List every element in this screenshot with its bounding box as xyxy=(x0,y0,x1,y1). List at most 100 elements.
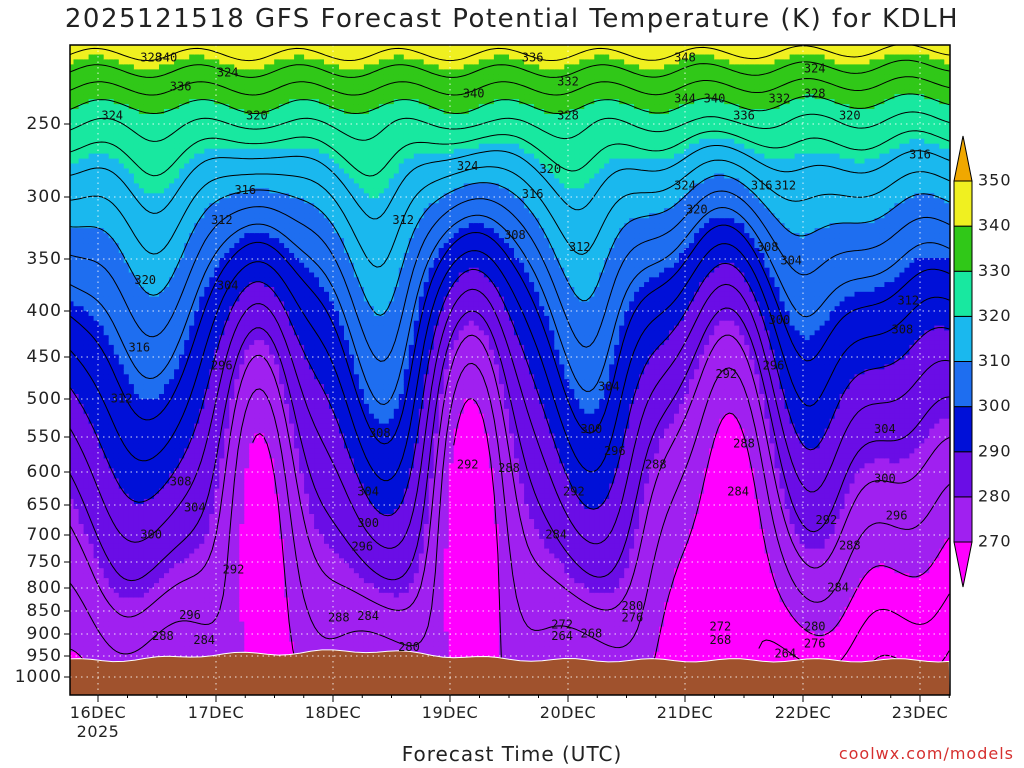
field-cell xyxy=(129,438,135,444)
field-cell xyxy=(144,632,150,638)
field-cell xyxy=(164,193,170,199)
field-cell xyxy=(169,213,175,219)
field-cell xyxy=(124,593,130,598)
field-cell xyxy=(109,593,115,598)
field-cell xyxy=(89,273,95,278)
field-cell xyxy=(139,253,145,259)
field-cell xyxy=(124,292,130,297)
field-cell xyxy=(159,297,165,302)
field-cell xyxy=(169,563,175,569)
field-cell xyxy=(159,494,165,500)
field-cell xyxy=(144,144,150,150)
field-cell xyxy=(154,568,160,574)
field-cell xyxy=(149,124,155,130)
field-cell xyxy=(89,287,95,292)
field-cell xyxy=(109,484,115,490)
field-cell xyxy=(154,198,160,204)
field-cell xyxy=(134,524,140,530)
field-cell xyxy=(149,379,155,385)
field-cell xyxy=(89,438,95,444)
field-cell xyxy=(159,549,165,554)
field-cell xyxy=(109,578,115,584)
field-cell xyxy=(79,129,85,135)
field-cell xyxy=(119,273,125,278)
field-cell xyxy=(144,164,150,170)
field-cell xyxy=(119,129,125,135)
field-cell xyxy=(109,438,115,444)
field-cell xyxy=(144,593,150,598)
field-cell xyxy=(119,79,125,85)
field-cell xyxy=(84,524,90,530)
field-cell xyxy=(159,473,165,479)
field-cell xyxy=(154,233,160,239)
field-cell xyxy=(149,99,155,105)
field-cell xyxy=(134,144,140,150)
field-cell xyxy=(79,578,85,584)
field-cell xyxy=(114,94,120,100)
field-cell xyxy=(144,364,150,370)
field-cell xyxy=(174,287,180,292)
field-cell xyxy=(129,169,135,175)
field-cell xyxy=(154,114,160,120)
field-cell xyxy=(164,369,170,375)
field-cell xyxy=(89,109,95,115)
field-cell xyxy=(134,253,140,259)
field-cell xyxy=(94,424,100,430)
field-cell xyxy=(109,384,115,390)
field-cell xyxy=(164,409,170,415)
field-cell xyxy=(144,223,150,229)
field-cell xyxy=(134,448,140,454)
field-cell xyxy=(144,99,150,105)
field-cell xyxy=(109,326,115,331)
field-cell xyxy=(154,544,160,549)
field-cell xyxy=(159,478,165,484)
field-cell xyxy=(159,203,165,209)
field-cell xyxy=(89,263,95,268)
field-cell xyxy=(144,84,150,90)
field-cell xyxy=(119,558,125,564)
field-cell xyxy=(159,499,165,505)
field-cell xyxy=(134,558,140,564)
field-cell xyxy=(84,35,90,41)
field-cell xyxy=(114,340,120,345)
field-cell xyxy=(99,617,105,623)
field-cell xyxy=(74,35,80,41)
field-cell xyxy=(89,399,95,405)
field-cell xyxy=(99,89,105,95)
field-cell xyxy=(139,549,145,554)
field-cell xyxy=(109,637,115,643)
field-cell xyxy=(89,554,95,559)
field-cell xyxy=(84,74,90,80)
field-cell xyxy=(169,292,175,297)
field-cell xyxy=(119,238,125,244)
field-cell xyxy=(169,169,175,175)
field-cell xyxy=(99,330,105,335)
field-cell xyxy=(104,94,110,100)
field-cell xyxy=(84,632,90,638)
field-cell xyxy=(109,183,115,189)
field-cell xyxy=(119,193,125,199)
field-cell xyxy=(134,64,140,70)
field-cell xyxy=(169,558,175,564)
field-cell xyxy=(149,129,155,135)
field-cell xyxy=(134,330,140,335)
field-cell xyxy=(129,484,135,490)
field-cell xyxy=(144,489,150,495)
field-cell xyxy=(104,652,110,658)
field-cell xyxy=(114,558,120,564)
field-cell xyxy=(149,424,155,430)
field-cell xyxy=(139,360,145,366)
field-cell xyxy=(114,494,120,500)
field-cell xyxy=(119,458,125,464)
field-cell xyxy=(84,622,90,628)
field-cell xyxy=(124,379,130,385)
field-cell xyxy=(74,238,80,244)
field-cell xyxy=(79,419,85,425)
field-cell xyxy=(74,292,80,297)
field-cell xyxy=(159,164,165,170)
field-cell xyxy=(164,149,170,155)
field-cell xyxy=(119,468,125,474)
field-cell xyxy=(169,282,175,287)
field-cell xyxy=(159,602,165,607)
field-cell xyxy=(129,434,135,440)
